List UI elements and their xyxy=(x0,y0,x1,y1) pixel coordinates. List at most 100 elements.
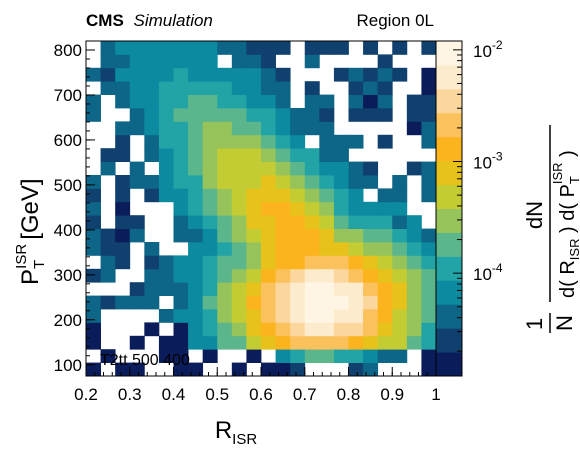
heatmap-cell xyxy=(406,295,422,310)
heatmap-cell xyxy=(173,54,189,69)
heatmap-cell xyxy=(348,242,364,256)
heatmap-cell xyxy=(188,282,204,296)
heatmap-cell xyxy=(217,121,233,136)
heatmap-cell xyxy=(173,309,189,323)
heatmap-cell xyxy=(421,255,437,270)
heatmap-cell xyxy=(100,349,116,363)
heatmap-cell xyxy=(363,242,379,256)
heatmap-cell xyxy=(304,322,320,337)
heatmap-cell xyxy=(290,161,306,176)
heatmap-cell xyxy=(246,228,262,243)
heatmap-cell xyxy=(129,161,145,176)
heatmap-cell xyxy=(188,41,204,55)
heatmap-cell xyxy=(173,215,189,229)
heatmap-cell xyxy=(217,134,233,149)
heatmap-cell xyxy=(173,94,189,109)
heatmap-cell xyxy=(348,282,364,296)
heatmap-cell xyxy=(406,255,422,270)
heatmap-cell xyxy=(173,161,189,176)
heatmap-cell xyxy=(304,282,320,296)
heatmap-cell xyxy=(348,335,364,350)
heatmap-cell xyxy=(158,121,174,136)
heatmap-cell xyxy=(100,67,116,82)
heatmap-cell xyxy=(158,349,174,363)
heatmap-cell xyxy=(392,335,408,350)
heatmap-cell xyxy=(290,201,306,216)
heatmap-cell xyxy=(275,175,291,189)
heatmap-cell xyxy=(217,188,233,203)
heatmap-cell xyxy=(392,295,408,310)
heatmap-cell xyxy=(275,81,291,95)
heatmap-cell xyxy=(217,335,233,350)
heatmap-cell xyxy=(406,242,422,256)
heatmap-cell xyxy=(246,108,262,122)
heatmap-cell xyxy=(202,242,218,256)
heatmap-cell xyxy=(377,67,393,82)
heatmap-cell xyxy=(290,268,306,283)
heatmap-cell xyxy=(421,282,437,296)
y-tick-label: 800 xyxy=(54,41,82,60)
heatmap-cell xyxy=(333,242,349,256)
heatmap-cell xyxy=(173,188,189,203)
heatmap-cell xyxy=(173,175,189,189)
heatmap-cell xyxy=(363,295,379,310)
heatmap-cell xyxy=(246,161,262,176)
heatmap-cell xyxy=(421,108,437,122)
heatmap-cell xyxy=(246,282,262,296)
heatmap-cell xyxy=(333,188,349,203)
heatmap-cell xyxy=(173,148,189,162)
heatmap-cell xyxy=(392,175,408,189)
colorbar-band xyxy=(436,304,462,329)
heatmap-cell xyxy=(290,242,306,256)
heatmap-cell xyxy=(158,161,174,176)
colorbar xyxy=(436,41,462,377)
heatmap-cell xyxy=(158,282,174,296)
heatmap-cell xyxy=(86,335,101,350)
heatmap-cell xyxy=(246,41,262,55)
heatmap-cell xyxy=(421,322,437,337)
heatmap-cell xyxy=(188,148,204,162)
heatmap-cell xyxy=(173,81,189,95)
heatmap-cell xyxy=(348,322,364,337)
heatmap-cell xyxy=(406,161,422,176)
heatmap-cell xyxy=(406,215,422,229)
heatmap-cell xyxy=(246,134,262,149)
heatmap-cell xyxy=(290,134,306,149)
heatmap-cell xyxy=(304,188,320,203)
heatmap-cell xyxy=(158,134,174,149)
heatmap-cell xyxy=(275,188,291,203)
heatmap-cell xyxy=(348,67,364,82)
heatmap-cell xyxy=(363,81,379,95)
heatmap-cell xyxy=(377,309,393,323)
heatmap-cell xyxy=(115,242,131,256)
heatmap-cell xyxy=(348,175,364,189)
heatmap-cell xyxy=(377,94,393,109)
y-tick-label: 600 xyxy=(54,131,82,150)
heatmap-cell xyxy=(304,148,320,162)
heatmap-cell xyxy=(377,322,393,337)
heatmap-cell xyxy=(202,309,218,323)
heatmap-cell xyxy=(129,228,145,243)
heatmap-cell xyxy=(333,67,349,82)
heatmap-cell xyxy=(261,108,276,122)
heatmap-cell xyxy=(86,175,101,189)
colorbar-band xyxy=(436,88,462,114)
heatmap-cell xyxy=(392,41,408,55)
heatmap-cell xyxy=(144,268,160,283)
heatmap-cell xyxy=(333,349,349,363)
heatmap-cell xyxy=(173,228,189,243)
heatmap-cell xyxy=(304,41,320,55)
x-tick-label: 0.3 xyxy=(118,385,142,404)
heatmap-cell xyxy=(348,81,364,95)
heatmap-cell xyxy=(261,134,276,149)
heatmap-cell xyxy=(115,94,131,109)
heatmap-cell xyxy=(231,54,247,69)
heatmap-cell xyxy=(304,349,320,363)
heatmap-cell xyxy=(217,282,233,296)
heatmap-cell xyxy=(129,41,145,55)
heatmap-cell xyxy=(304,201,320,216)
heatmap-cell xyxy=(377,335,393,350)
heatmap-cell xyxy=(290,282,306,296)
heatmap-cell xyxy=(144,41,160,55)
heatmap-cell xyxy=(217,41,233,55)
